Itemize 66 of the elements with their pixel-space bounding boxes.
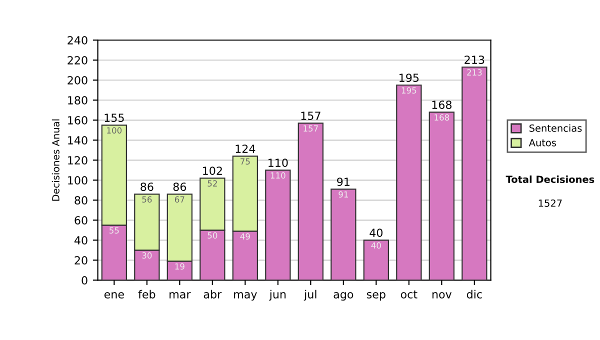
total-label: 124 xyxy=(236,144,256,153)
total-label: 155 xyxy=(104,114,124,122)
x-tick-label: ago xyxy=(334,292,354,301)
y-tick-label: 160 xyxy=(68,116,88,125)
data-label: 30 xyxy=(142,252,152,259)
bar xyxy=(396,84,422,280)
text: 1527 xyxy=(538,199,562,207)
y-tick-label: 0 xyxy=(82,276,88,285)
x-tick-label: sep xyxy=(366,292,386,301)
data-label: 157 xyxy=(304,125,318,132)
y-tick-label: 140 xyxy=(68,136,88,145)
bar xyxy=(363,240,390,280)
total-label: 195 xyxy=(400,74,419,82)
legend-label: Autos xyxy=(528,139,556,146)
y-tick-label: 20 xyxy=(74,256,88,265)
data-label: 195 xyxy=(402,87,416,94)
y-tick-label: 220 xyxy=(68,56,88,65)
x-tick-label: mar xyxy=(170,292,191,298)
data-label: 49 xyxy=(240,233,250,240)
bar xyxy=(330,188,356,280)
y-tick-label: 60 xyxy=(74,216,88,225)
data-label: 91 xyxy=(338,191,348,198)
total-label: 213 xyxy=(464,56,484,64)
text: Total Decisiones xyxy=(506,175,594,184)
y-tick-label: 100 xyxy=(68,176,88,185)
total-label: 110 xyxy=(268,158,288,167)
bar xyxy=(298,122,324,280)
data-label: 75 xyxy=(240,158,250,165)
total-label: 102 xyxy=(203,166,222,175)
bar xyxy=(265,170,291,280)
data-label: 52 xyxy=(208,180,217,187)
data-label: 168 xyxy=(434,114,450,121)
x-tick-label: may xyxy=(234,292,257,301)
data-label: 213 xyxy=(467,69,482,76)
x-tick-label: jun xyxy=(269,290,286,301)
y-tick-label: 120 xyxy=(68,156,88,165)
bar xyxy=(428,112,455,280)
x-tick-label: oct xyxy=(400,290,418,298)
total-label: 40 xyxy=(370,228,383,237)
y-axis-title: Decisiones Anual xyxy=(52,119,60,201)
data-label: 110 xyxy=(270,172,286,179)
y-tick-label: 200 xyxy=(68,76,88,85)
total-label: 86 xyxy=(140,182,154,191)
data-label: 67 xyxy=(174,196,184,203)
x-tick-label: jul xyxy=(304,290,316,301)
y-tick-label: 240 xyxy=(68,36,88,44)
total-label: 86 xyxy=(173,182,186,191)
total-label: 168 xyxy=(432,100,452,109)
y-tick-label: 40 xyxy=(74,236,88,245)
x-tick-label: abr xyxy=(204,290,222,298)
data-label: 55 xyxy=(110,227,119,234)
data-label: 100 xyxy=(107,127,122,134)
y-tick-label: 180 xyxy=(68,96,88,105)
x-tick-label: feb xyxy=(138,290,156,298)
legend-label: Sentencias xyxy=(529,124,582,132)
x-tick-label: ene xyxy=(104,292,124,298)
y-tick-label: 80 xyxy=(74,196,88,205)
x-tick-label: nov xyxy=(432,292,452,298)
x-tick-label: dic xyxy=(466,290,482,298)
data-label: 56 xyxy=(142,196,152,203)
data-label: 50 xyxy=(208,232,218,239)
data-label: 19 xyxy=(175,263,184,270)
total-label: 91 xyxy=(337,178,350,186)
data-label: 40 xyxy=(371,242,381,249)
total-label: 157 xyxy=(301,112,320,120)
bar xyxy=(462,66,488,280)
